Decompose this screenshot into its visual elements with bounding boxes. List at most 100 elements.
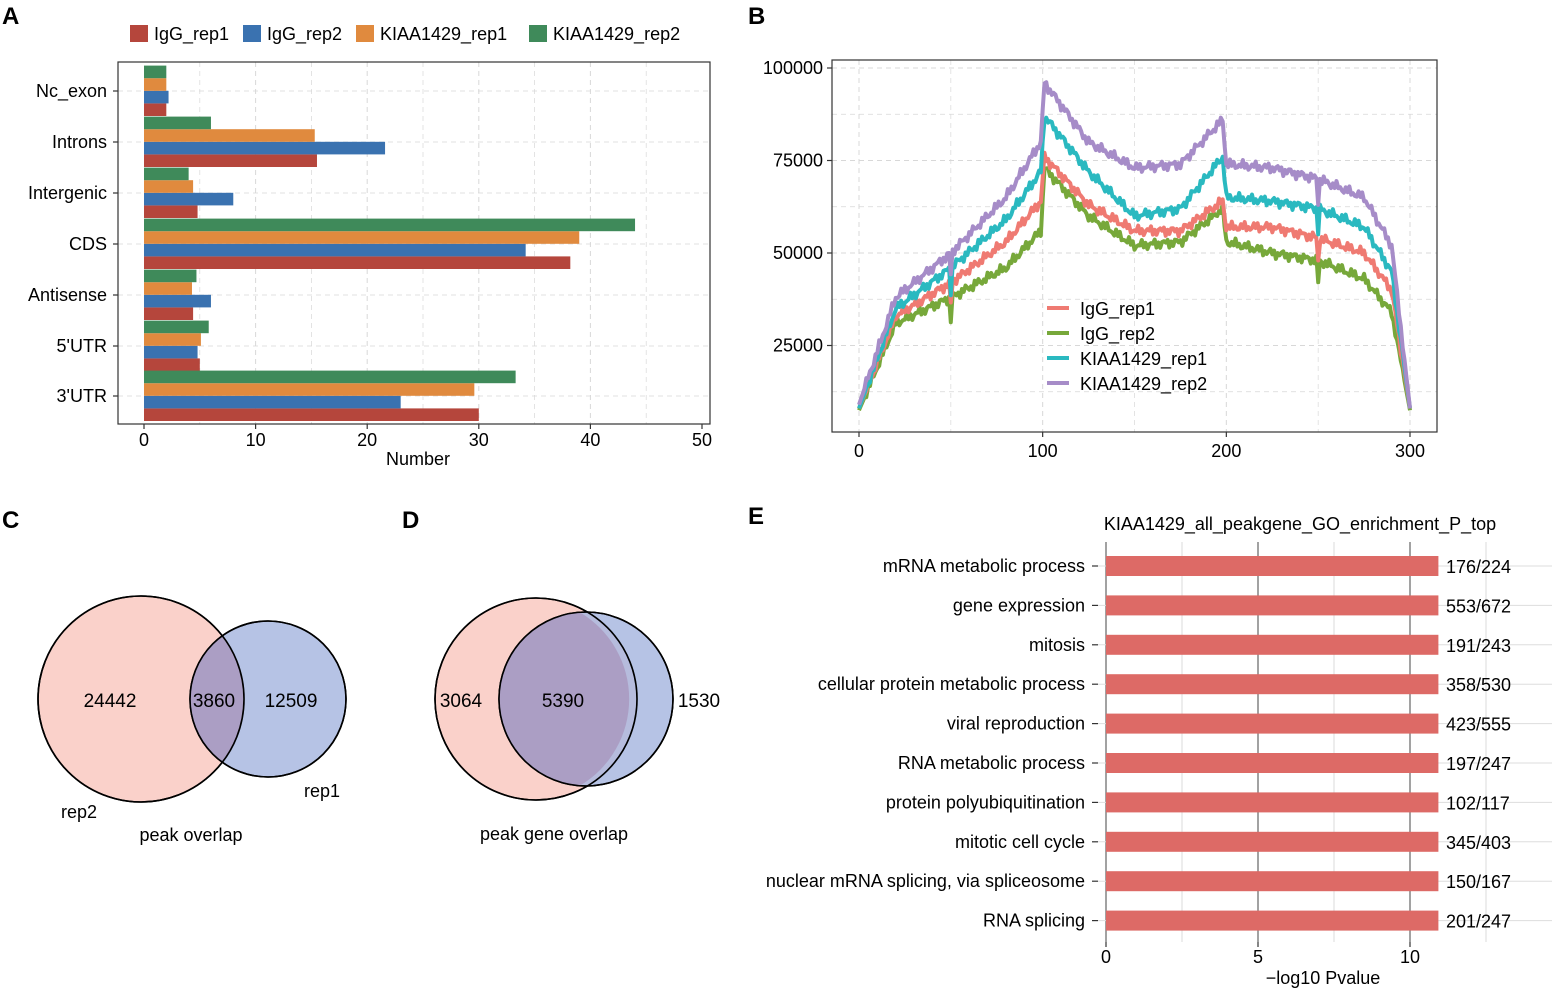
venn-d-left-outline — [434, 597, 638, 801]
bar-introns-igg-rep2 — [144, 141, 386, 155]
chart-e-title: KIAA1429_all_peakgene_GO_enrichment_P_to… — [1104, 514, 1496, 535]
bar-intergenic-igg-rep1 — [144, 205, 198, 218]
chart-b-y-tick-label: 100000 — [763, 58, 823, 78]
chart-b-series-line-kiaa1429-rep1 — [857, 115, 1412, 410]
venn-c-title: peak overlap — [139, 825, 242, 845]
bar-introns-kiaa1429-rep1 — [144, 129, 315, 142]
venn-c-overlap-region — [190, 636, 245, 762]
chart-b-y-ticks: 25000 50000 75000 100000 — [763, 58, 832, 356]
chart-a-legend-swatch-igg-rep2 — [243, 25, 261, 42]
chart-b-y-tick-label: 50000 — [773, 243, 823, 263]
chart-e-x-ticks: 0 5 10 — [1101, 942, 1420, 967]
chart-a-legend-label-igg-rep1: IgG_rep1 — [154, 24, 229, 45]
chart-b-legend-label-kiaa1429-rep1: KIAA1429_rep1 — [1080, 349, 1207, 370]
chart-b-legend-label-kiaa1429-rep2: KIAA1429_rep2 — [1080, 374, 1207, 395]
chart-e-category-label-rna-metabolic-process: RNA metabolic process — [898, 753, 1085, 773]
chart-a-category-label-cds: CDS — [69, 234, 107, 254]
venn-c-overlap-count: 3860 — [193, 691, 235, 712]
chart-e-category-label-cellular-protein-metabolic-process: cellular protein metabolic process — [818, 674, 1085, 694]
venn-c-rep1-label: rep1 — [304, 781, 340, 801]
chart-b-x-tick-label: 200 — [1211, 441, 1241, 461]
venn-d: 3064 5390 1530 peak gene overlap — [434, 597, 720, 844]
chart-e-category-label-mitosis: mitosis — [1029, 635, 1085, 655]
bar-5-utr-kiaa1429-rep2 — [144, 320, 209, 334]
chart-a-bars — [144, 65, 636, 421]
chart-b-x-tick-label: 0 — [854, 441, 864, 461]
venn-d-overlap-count: 5390 — [542, 691, 584, 712]
chart-a-x-tick-label: 0 — [139, 430, 149, 450]
panel-label-c: C — [2, 507, 19, 534]
venn-d-right-only-count: 1530 — [678, 691, 720, 712]
bar-5-utr-igg-rep1 — [144, 358, 200, 371]
chart-e-bar-value-label: 150/167 — [1446, 872, 1511, 892]
chart-e-x-axis-label: −log10 Pvalue — [1266, 968, 1381, 988]
bar-5-utr-igg-rep2 — [144, 345, 198, 359]
chart-e-x-tick-label: 0 — [1101, 947, 1111, 967]
chart-e-bar-gene-expression — [1106, 595, 1439, 616]
chart-b-x-tick-label: 100 — [1028, 441, 1058, 461]
chart-a-x-tick-label: 40 — [580, 430, 600, 450]
chart-a-x-ticks: 0 10 20 30 40 50 — [139, 424, 712, 450]
venn-c-rep2-outline — [37, 595, 245, 803]
chart-a-y-ticks: Nc_exon Introns Intergenic CDS Antisense 5'UT… — [28, 81, 118, 406]
bar-3-utr-igg-rep1 — [144, 408, 479, 421]
chart-b-legend-label-igg-rep1: IgG_rep1 — [1080, 299, 1155, 320]
bar-intergenic-kiaa1429-rep1 — [144, 180, 194, 193]
bar-cds-kiaa1429-rep1 — [144, 231, 580, 244]
bar-cds-igg-rep1 — [144, 256, 571, 269]
chart-a-legend: IgG_rep1 IgG_rep2 KIAA1429_rep1 KIAA1429_re… — [130, 24, 680, 45]
chart-e-category-label-mitotic-cell-cycle: mitotic cell cycle — [955, 832, 1085, 852]
bar-intergenic-kiaa1429-rep2 — [144, 167, 189, 181]
chart-a-category-label-3-utr: 3'UTR — [57, 386, 107, 406]
bar-3-utr-kiaa1429-rep2 — [144, 370, 516, 384]
bar-3-utr-igg-rep2 — [144, 395, 401, 409]
chart-a-legend-label-kiaa1429-rep1: KIAA1429_rep1 — [380, 24, 507, 45]
chart-a-legend-swatch-igg-rep1 — [130, 25, 148, 42]
panel-label-b: B — [748, 3, 765, 30]
bar-antisense-kiaa1429-rep1 — [144, 282, 192, 295]
chart-e-bar-value-label: 176/224 — [1446, 557, 1511, 577]
chart-a-category-label-introns: Introns — [52, 132, 107, 152]
chart-a-legend-swatch-kiaa1429-rep2 — [529, 25, 547, 42]
chart-b-legend: IgG_rep1 IgG_rep2 KIAA1429_rep1 KIAA1429_re… — [1047, 299, 1207, 395]
chart-a-category-label-5-utr: 5'UTR — [57, 336, 107, 356]
chart-e-category-label-protein-polyubiquitination: protein polyubiquitination — [886, 792, 1085, 812]
chart-e-bar-value-label: 358/530 — [1446, 675, 1511, 695]
bar-3-utr-kiaa1429-rep1 — [144, 383, 475, 396]
bar-cds-igg-rep2 — [144, 243, 526, 257]
bar-introns-kiaa1429-rep2 — [144, 116, 211, 130]
chart-a-legend-label-kiaa1429-rep2: KIAA1429_rep2 — [553, 24, 680, 45]
chart-e-bar-mitotic-cell-cycle — [1106, 831, 1439, 852]
chart-e-x-tick-label: 10 — [1400, 947, 1420, 967]
bar-nc-exon-kiaa1429-rep1 — [144, 78, 167, 91]
venn-d-right-outline — [498, 611, 674, 787]
venn-c: 24442 3860 12509 rep2 rep1 peak overlap — [37, 595, 347, 845]
venn-c-rep1-only-count: 12509 — [265, 691, 318, 712]
chart-e-bars: 176/224 553/672 191/243 358/530 423/555 197/2… — [1106, 556, 1511, 932]
chart-e-x-tick-label: 5 — [1253, 947, 1263, 967]
chart-e-bar-value-label: 423/555 — [1446, 715, 1511, 735]
chart-b-series-line-igg-rep1 — [857, 150, 1412, 410]
bar-nc-exon-kiaa1429-rep2 — [144, 65, 167, 79]
venn-c-rep1-outline — [189, 620, 347, 778]
panel-label-a: A — [2, 3, 19, 30]
chart-b-legend-label-igg-rep2: IgG_rep2 — [1080, 324, 1155, 345]
chart-e-category-label-viral-reproduction: viral reproduction — [947, 714, 1085, 734]
chart-a-category-label-antisense: Antisense — [28, 285, 107, 305]
chart-e-category-label-gene-expression: gene expression — [953, 595, 1085, 615]
chart-b: 25000 50000 75000 100000 0 100 200 300 IgG_rep… — [763, 58, 1438, 461]
bar-antisense-igg-rep1 — [144, 307, 194, 320]
chart-a: IgG_rep1 IgG_rep2 KIAA1429_rep1 KIAA1429_re… — [28, 24, 712, 469]
chart-e-bar-viral-reproduction — [1106, 713, 1439, 734]
venn-c-rep2-only-count: 24442 — [84, 691, 137, 712]
chart-b-series-line-kiaa1429-rep2 — [857, 80, 1412, 409]
chart-a-x-tick-label: 20 — [357, 430, 377, 450]
venn-c-rep2-label: rep2 — [61, 802, 97, 822]
chart-e-category-labels: mRNA metabolic process gene expression mit… — [766, 556, 1098, 931]
chart-e-bar-rna-metabolic-process — [1106, 753, 1439, 773]
chart-e-bar-value-label: 191/243 — [1446, 636, 1511, 656]
bar-nc-exon-igg-rep2 — [144, 90, 169, 104]
chart-b-x-ticks: 0 100 200 300 — [854, 432, 1425, 461]
chart-a-x-tick-label: 50 — [692, 430, 712, 450]
chart-e-bar-value-label: 345/403 — [1446, 833, 1511, 853]
